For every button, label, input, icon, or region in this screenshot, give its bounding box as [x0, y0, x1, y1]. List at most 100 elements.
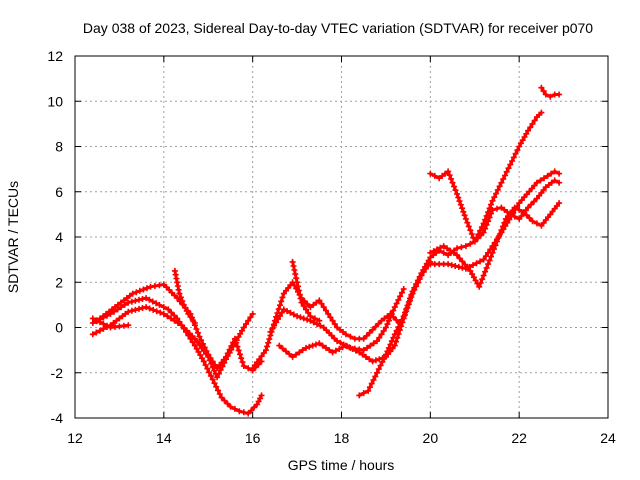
data-point: [385, 344, 392, 351]
data-point: [263, 347, 269, 354]
data-point: [323, 344, 329, 351]
data-point: [466, 263, 473, 270]
data-point: [313, 341, 319, 348]
data-point: [468, 231, 475, 237]
series-track-n: [538, 84, 563, 100]
data-point: [488, 210, 494, 217]
data-point: [327, 314, 334, 321]
data-point: [537, 177, 544, 184]
data-point: [382, 351, 389, 358]
data-point: [494, 205, 500, 212]
data-point: [479, 276, 486, 283]
data-point: [366, 384, 373, 391]
data-point: [469, 271, 476, 278]
data-point: [317, 322, 324, 329]
data-point: [420, 267, 427, 273]
data-point: [305, 309, 312, 316]
data-point: [320, 304, 327, 311]
data-point: [279, 294, 286, 301]
data-point: [292, 271, 299, 278]
data-point: [279, 345, 286, 352]
data-point: [227, 403, 234, 410]
data-point: [267, 329, 274, 335]
data-point: [199, 355, 205, 362]
data-point: [231, 340, 238, 347]
data-point: [369, 326, 376, 333]
data-point: [467, 267, 474, 274]
data-point: [477, 280, 484, 286]
data-point: [240, 324, 247, 331]
data-point: [377, 362, 384, 369]
data-point: [370, 377, 377, 383]
data-point: [240, 363, 247, 369]
data-point: [384, 348, 391, 355]
data-point: [485, 218, 492, 225]
data-point: [303, 306, 309, 313]
data-point: [422, 263, 428, 270]
data-point: [325, 310, 332, 317]
data-point: [193, 326, 200, 332]
data-point: [304, 301, 311, 308]
data-point: [349, 346, 356, 352]
data-point: [298, 299, 305, 306]
data-point: [167, 315, 174, 322]
data-point: [397, 293, 404, 300]
data-point: [548, 170, 555, 177]
data-point: [89, 331, 96, 338]
data-point: [271, 322, 278, 329]
data-point: [510, 209, 517, 216]
data-point: [283, 348, 289, 355]
y-tick-label: 12: [47, 48, 63, 64]
data-point: [398, 316, 405, 323]
data-point: [372, 357, 379, 364]
data-point: [477, 258, 484, 265]
data-point: [230, 343, 237, 350]
data-point: [384, 321, 391, 328]
data-point: [390, 307, 397, 314]
data-point: [376, 334, 383, 341]
series-track-g: [267, 286, 407, 354]
data-point: [299, 347, 306, 354]
data-point: [171, 317, 178, 324]
data-point: [314, 321, 321, 328]
data-point: [329, 349, 336, 356]
data-point: [191, 342, 198, 349]
data-point: [196, 341, 203, 348]
data-point: [390, 334, 397, 341]
data-point: [455, 194, 462, 201]
data-point: [323, 307, 329, 314]
data-point: [533, 179, 540, 186]
data-point: [352, 347, 359, 354]
data-point: [339, 344, 346, 351]
data-point: [405, 299, 412, 305]
data-point: [448, 175, 455, 182]
data-point: [319, 342, 326, 349]
data-point: [307, 313, 314, 320]
data-point: [275, 316, 281, 323]
data-point: [391, 342, 398, 349]
data-point: [407, 295, 413, 302]
data-point: [293, 351, 299, 358]
data-point: [381, 355, 388, 362]
data-point: [211, 380, 218, 387]
data-point: [198, 337, 205, 344]
data-point: [238, 355, 245, 362]
data-point: [395, 296, 402, 303]
data-point: [372, 323, 379, 330]
data-point: [160, 310, 167, 317]
data-point: [146, 305, 153, 312]
data-point: [316, 297, 323, 304]
data-point: [450, 249, 457, 256]
data-point: [233, 337, 240, 344]
data-point: [451, 183, 457, 190]
data-point: [391, 304, 398, 311]
data-point: [199, 340, 206, 347]
data-point: [228, 346, 235, 353]
data-point: [224, 400, 231, 407]
data-point: [369, 358, 376, 365]
series-track-a: [89, 295, 265, 417]
data-point: [458, 244, 465, 251]
data-point: [476, 283, 483, 290]
data-point: [418, 270, 425, 277]
data-point: [374, 369, 380, 376]
